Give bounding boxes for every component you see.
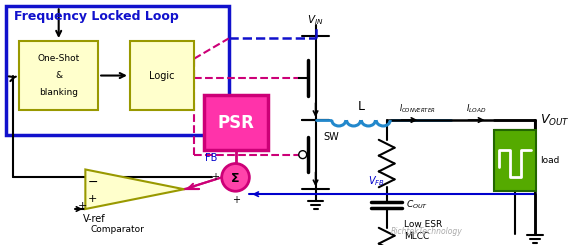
Bar: [6, 6, 229, 135]
Text: Low ESR: Low ESR: [405, 220, 443, 229]
Text: $C_{OUT}$: $C_{OUT}$: [406, 199, 429, 211]
Text: $V_{FB}$: $V_{FB}$: [368, 174, 385, 188]
Text: PSR: PSR: [217, 113, 254, 132]
Text: RichtekTechnology: RichtekTechnology: [390, 227, 462, 236]
Circle shape: [299, 151, 307, 159]
Text: +: +: [232, 195, 239, 205]
Text: SW: SW: [324, 132, 339, 142]
Circle shape: [222, 164, 249, 191]
Text: L: L: [358, 100, 365, 113]
Text: +: +: [87, 194, 97, 204]
Text: load: load: [540, 156, 559, 165]
Bar: [494, 130, 536, 191]
Text: Comparator: Comparator: [90, 225, 144, 234]
Text: blanking: blanking: [39, 88, 78, 97]
Bar: [19, 41, 98, 110]
Bar: [204, 95, 268, 150]
Text: Frequency Locked Loop: Frequency Locked Loop: [14, 10, 179, 23]
Text: $I_{CONVERTER}$: $I_{CONVERTER}$: [399, 103, 435, 115]
Text: $I_{LOAD}$: $I_{LOAD}$: [466, 103, 486, 115]
Text: −: −: [87, 176, 98, 189]
Text: $V_{OUT}$: $V_{OUT}$: [540, 112, 569, 128]
Text: &: &: [55, 71, 62, 80]
Text: +: +: [211, 172, 218, 182]
Text: Σ: Σ: [231, 172, 240, 185]
Text: +: +: [77, 201, 87, 211]
Text: FB: FB: [205, 153, 217, 163]
Text: $V_{IN}$: $V_{IN}$: [307, 13, 324, 27]
Text: Logic: Logic: [149, 71, 175, 80]
Text: One-Shot: One-Shot: [38, 54, 80, 63]
Text: V-ref: V-ref: [83, 214, 106, 224]
Text: MLCC: MLCC: [405, 232, 429, 241]
Polygon shape: [86, 169, 184, 209]
Bar: [130, 41, 194, 110]
